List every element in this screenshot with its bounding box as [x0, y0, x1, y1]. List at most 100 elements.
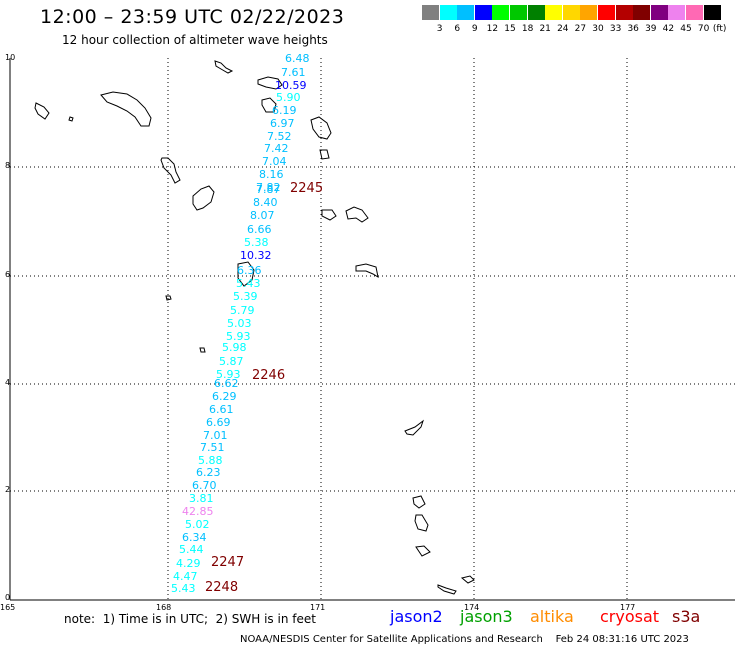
island-outline	[415, 545, 431, 557]
pass-id-label: 2245	[290, 181, 323, 196]
island-outline	[437, 584, 457, 595]
scale-swatch	[703, 5, 721, 20]
longitude-tick-label: 174	[464, 603, 479, 612]
wave-height-reading: 6.69	[206, 416, 231, 429]
wave-height-reading: 42.85	[182, 505, 214, 518]
island-outline	[34, 102, 50, 120]
wave-height-reading: 6.66	[247, 223, 272, 236]
wave-height-reading: 10.59	[275, 79, 307, 92]
wave-height-reading: 7.04	[262, 155, 287, 168]
scale-swatch	[562, 5, 580, 20]
units-note: note: 1) Time is in UTC; 2) SWH is in fe…	[64, 612, 316, 626]
wave-height-reading: 6.36	[237, 264, 262, 277]
wave-height-reading: 8.07	[250, 209, 275, 222]
wave-height-reading: 3.81	[189, 492, 214, 505]
pass-id-label: 2247	[211, 555, 244, 570]
wave-height-reading: 7.61	[281, 66, 306, 79]
wave-height-reading: 5.93	[226, 330, 251, 343]
wave-height-reading: 6.70	[192, 479, 217, 492]
latitude-tick-label: 10	[5, 53, 15, 62]
wave-height-reading: 5.90	[276, 91, 301, 104]
scale-label: 30	[592, 24, 604, 34]
island-outline	[68, 116, 74, 122]
scale-label: 18	[521, 24, 534, 34]
island-outline	[412, 495, 426, 509]
scale-swatch	[510, 5, 527, 20]
latitude-tick-label: 0	[5, 593, 10, 602]
island-outline	[165, 295, 172, 301]
wave-height-reading: 6.34	[182, 531, 207, 544]
wave-height-reading: 7.01	[203, 429, 228, 442]
wave-height-reading: 7.51	[200, 441, 225, 454]
scale-swatch	[545, 5, 563, 20]
satellite-legend-s3a: s3a	[672, 607, 701, 626]
scale-label: 33	[609, 24, 622, 34]
island-outline	[160, 157, 181, 184]
map-subtitle: 12 hour collection of altimeter wave hei…	[62, 33, 328, 47]
scale-swatch	[457, 5, 475, 20]
wave-height-reading: 5.02	[185, 518, 210, 531]
wave-height-reading: 4.29	[176, 557, 201, 570]
wave-height-reading: 7.42	[264, 142, 289, 155]
island-outline	[237, 261, 255, 287]
scale-swatch	[439, 5, 457, 20]
scale-label: 27	[574, 24, 587, 34]
pass-id-labels: 2245 2246 2247 2248	[205, 181, 323, 595]
scale-swatch	[615, 5, 633, 20]
wave-height-reading: 5.43	[236, 277, 261, 290]
scale-label: 36	[627, 24, 639, 34]
latitude-tick-label: 4	[5, 378, 10, 387]
wave-height-reading: 5.98	[222, 341, 247, 354]
wave-height-reading: 5.03	[227, 317, 252, 330]
scale-label: 3	[436, 24, 443, 34]
island-outline	[414, 514, 429, 532]
wave-height-reading: 5.79	[230, 304, 255, 317]
map-frame	[9, 58, 735, 601]
island-outline	[192, 185, 215, 211]
wave-height-reading: 6.97	[270, 117, 295, 130]
latitude-tick-label: 8	[5, 161, 10, 170]
wave-height-reading: 6.48	[285, 52, 310, 65]
island-outline	[199, 347, 206, 353]
longitude-tick-label: 165	[0, 603, 15, 612]
coastlines	[34, 60, 475, 595]
scale-label: 12	[486, 24, 499, 34]
wave-height-reading: 10.32	[240, 249, 272, 262]
scale-swatch	[650, 5, 668, 20]
pass-id-label: 2246	[252, 368, 285, 383]
wave-height-reading: 5.88	[198, 454, 223, 467]
scale-swatch	[686, 5, 703, 20]
credit-line: NOAA/NESDIS Center for Satellite Applica…	[240, 634, 689, 645]
scale-label: 45	[680, 24, 692, 34]
latitude-labels: 10 8 6 4 2 0	[5, 53, 15, 602]
satellite-legend-jason2: jason2	[390, 607, 443, 626]
scale-label: 24	[557, 24, 569, 34]
scale-label: 9	[471, 24, 478, 34]
wave-height-reading: 7.82	[256, 181, 281, 194]
map-gridlines	[10, 58, 735, 600]
wave-height-reading: 7.52	[267, 130, 292, 143]
scale-swatch	[422, 5, 439, 20]
longitude-labels: 165 168 171 174 177	[0, 603, 635, 612]
scale-swatch	[580, 5, 598, 20]
satellite-legend-altika: altika	[530, 607, 574, 626]
wave-height-reading: 7.87	[256, 183, 281, 196]
island-outline	[214, 60, 234, 74]
island-outline	[321, 209, 337, 221]
wave-height-reading: 8.40	[253, 196, 278, 209]
island-outline	[257, 76, 283, 90]
wave-height-reading: 6.19	[272, 104, 297, 117]
scale-label: 70	[697, 24, 710, 34]
island-outline	[100, 91, 152, 127]
wave-height-reading: 6.29	[212, 390, 237, 403]
island-outline	[404, 419, 424, 436]
satellite-legend-cryosat: cryosat	[600, 607, 660, 626]
wave-height-reading: 5.44	[179, 543, 204, 556]
wave-height-reading: 5.38	[244, 236, 269, 249]
scale-swatch	[633, 5, 651, 20]
wave-height-readings: 6.487.6110.595.906.196.977.527.427.048.1…	[171, 52, 310, 595]
scale-swatch	[598, 5, 615, 20]
longitude-tick-label: 177	[620, 603, 635, 612]
wave-height-reading: 5.39	[233, 290, 258, 303]
